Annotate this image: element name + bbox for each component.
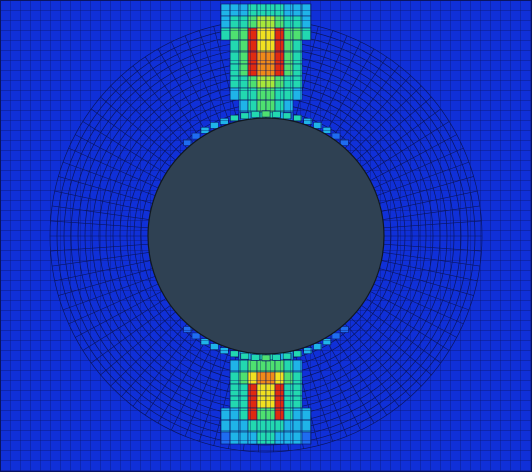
center-hole — [147, 117, 385, 355]
